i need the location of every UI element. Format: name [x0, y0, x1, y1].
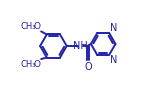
Text: O: O	[84, 62, 92, 72]
Text: N: N	[110, 55, 118, 65]
Text: NH: NH	[73, 41, 88, 51]
Text: CH₃: CH₃	[21, 60, 36, 69]
Text: O: O	[34, 60, 41, 69]
Text: O: O	[34, 22, 41, 31]
Text: N: N	[110, 23, 118, 33]
Text: CH₃: CH₃	[21, 22, 36, 31]
